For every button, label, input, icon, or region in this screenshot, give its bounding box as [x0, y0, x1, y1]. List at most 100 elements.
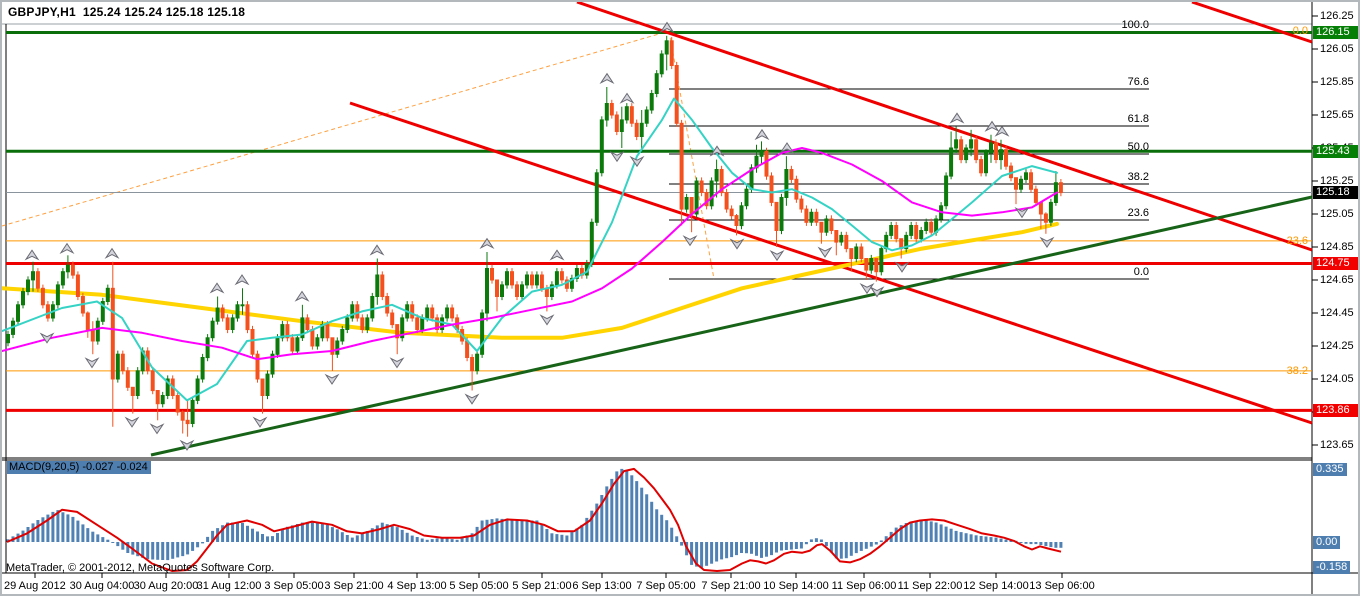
price-axis-label: 125.65 — [1320, 109, 1354, 121]
fib-level-label-76.6: 76.6 — [1127, 76, 1149, 88]
fractal-up-arrow — [599, 72, 615, 84]
macd-badge-0.335: 0.335 — [1313, 463, 1347, 476]
price-axis-label: 124.25 — [1320, 340, 1354, 352]
fractal-up-arrow — [234, 274, 250, 286]
fractal-down-arrow — [1039, 236, 1055, 248]
dashed-orange-rising — [2, 30, 670, 227]
fractal-up-arrow — [619, 92, 635, 104]
time-axis-label: 11 Sep 06:00 — [831, 580, 897, 592]
fractal-up-arrow — [949, 112, 965, 124]
fractal-down-arrow — [389, 357, 405, 369]
fractal-down-arrow — [769, 249, 785, 262]
symbol-ohlc-title: GBPJPY,H1 125.24 125.24 125.18 125.18 — [8, 5, 246, 19]
fractal-up-arrow — [209, 282, 225, 294]
ma-mid-magenta — [2, 147, 1058, 361]
price-badge-126.15: 126.15 — [1313, 26, 1358, 39]
copyright-text: MetaTrader, © 2001-2012, MetaQuotes Soft… — [6, 562, 275, 574]
macd-signal-line — [6, 467, 1062, 572]
price-axis-label: 126.25 — [1320, 10, 1354, 22]
fib-level-label-100.0: 100.0 — [1121, 19, 1149, 31]
fractal-down-arrow — [149, 423, 165, 435]
fractal-up-arrow — [549, 249, 565, 261]
fib-orange-label-0.0: 0.0 — [1292, 25, 1308, 37]
fractal-down-arrow — [629, 155, 645, 168]
price-badge-123.86: 123.86 — [1313, 404, 1358, 417]
price-axis-label: 125.25 — [1320, 175, 1354, 187]
candlestick-series-bull — [6, 35, 1058, 428]
time-axis-label: 11 Sep 22:00 — [897, 580, 963, 592]
macd-indicator-label[interactable]: MACD(9,20,5) -0.027 -0.024 — [7, 461, 151, 474]
fib-orange-label-38.2: 38.2 — [1286, 365, 1308, 377]
time-axis-label: 29 Aug 2012 — [4, 580, 66, 592]
macd-histogram — [6, 468, 1063, 568]
price-badge-125.18: 125.18 — [1313, 186, 1358, 199]
price-axis-label: 125.05 — [1320, 208, 1354, 220]
time-axis-label: 6 Sep 13:00 — [572, 580, 632, 592]
fib-level-label-38.2: 38.2 — [1127, 171, 1149, 183]
descending-red-3 — [1191, 2, 1313, 44]
fractal-down-arrow — [252, 416, 268, 428]
descending-red-1 — [576, 2, 1313, 252]
time-axis-label: 4 Sep 13:00 — [387, 580, 447, 592]
price-badge-125.43: 125.43 — [1313, 145, 1358, 158]
time-axis-label: 12 Sep 14:00 — [963, 580, 1029, 592]
fractal-down-arrow — [609, 150, 625, 163]
price-axis-label: 123.65 — [1320, 439, 1354, 451]
price-axis-label: 125.85 — [1320, 76, 1354, 88]
macd-badge-0.00: 0.00 — [1313, 536, 1341, 549]
fractal-up-arrow — [104, 247, 120, 259]
fractal-up-arrow — [369, 244, 385, 256]
time-axis-label: 13 Sep 06:00 — [1029, 580, 1095, 592]
macd-badge--0.158: -0.158 — [1313, 561, 1351, 574]
fractal-up-arrow — [994, 125, 1010, 137]
time-axis-label: 30 Aug 20:00 — [133, 580, 199, 592]
fractal-up-arrow — [294, 290, 310, 302]
ma-fast-cyan — [2, 97, 1058, 402]
time-axis-label: 30 Aug 04:00 — [69, 580, 135, 592]
descending-red-2 — [349, 101, 1313, 425]
ascending-green-support — [150, 195, 1313, 457]
fractal-down-arrow — [729, 238, 745, 250]
candlestick-series-bear — [35, 37, 1063, 437]
fractal-down-arrow — [179, 439, 195, 451]
fractal-down-arrow — [869, 286, 885, 298]
fractal-up-arrow — [754, 128, 770, 141]
fractal-up-arrow — [709, 145, 725, 157]
price-axis-label: 124.65 — [1320, 274, 1354, 286]
fractal-down-arrow — [894, 261, 910, 273]
price-badge-124.75: 124.75 — [1313, 257, 1358, 270]
fractal-up-arrow — [779, 142, 795, 154]
time-axis-label: 5 Sep 05:00 — [449, 580, 509, 592]
fib-level-label-23.6: 23.6 — [1127, 207, 1149, 219]
time-axis-label: 7 Sep 05:00 — [636, 580, 696, 592]
fib-orange-label-23.6: 23.6 — [1286, 235, 1308, 247]
fractal-down-arrow — [539, 314, 555, 326]
time-axis-label: 3 Sep 05:00 — [264, 580, 324, 592]
fractal-up-arrow — [24, 249, 40, 261]
fractal-down-arrow — [39, 332, 55, 344]
time-axis-label: 31 Aug 12:00 — [196, 580, 262, 592]
time-axis-label: 10 Sep 14:00 — [763, 580, 829, 592]
fib-level-label-50.0: 50.0 — [1127, 141, 1149, 153]
fractal-down-arrow — [1014, 207, 1030, 219]
ma-slow-yellow — [2, 221, 1059, 340]
fractal-down-arrow — [324, 373, 340, 385]
fractal-down-arrow — [84, 357, 100, 369]
time-axis-label: 3 Sep 21:00 — [324, 580, 384, 592]
time-axis-label: 5 Sep 21:00 — [512, 580, 572, 592]
fractal-up-arrow — [659, 21, 675, 33]
price-axis-label: 124.85 — [1320, 241, 1354, 253]
fib-level-label-61.8: 61.8 — [1127, 113, 1149, 125]
price-axis-label: 126.05 — [1320, 43, 1354, 55]
price-axis-label: 124.05 — [1320, 373, 1354, 385]
fractal-up-arrow — [479, 237, 495, 249]
fractal-down-arrow — [124, 416, 140, 428]
fractal-up-arrow — [59, 242, 75, 254]
fractal-down-arrow — [682, 235, 698, 247]
time-axis-label: 7 Sep 21:00 — [701, 580, 761, 592]
fib-level-label-0.0: 0.0 — [1133, 266, 1149, 278]
fractal-down-arrow — [464, 393, 480, 405]
price-axis-label: 124.45 — [1320, 307, 1354, 319]
